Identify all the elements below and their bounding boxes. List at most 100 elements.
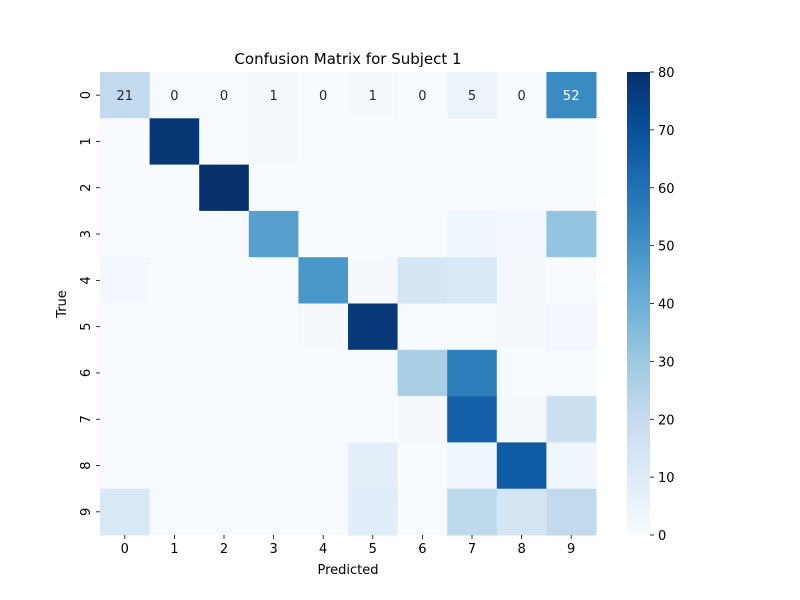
- y-tick-label: 0: [79, 91, 94, 99]
- heatmap-cell-r2-c5: [348, 164, 399, 212]
- heatmap-cell-r8-c0: [100, 442, 151, 490]
- heatmap-cell-r0-c3: [248, 72, 299, 119]
- x-tick-label: 7: [468, 542, 476, 557]
- heatmap-cell-r2-c6: [397, 164, 448, 212]
- heatmap-cell-r0-c5: [348, 72, 399, 119]
- x-tick-label: 6: [418, 542, 426, 557]
- heatmap-cell-r4-c2: [199, 257, 250, 304]
- heatmap-cell-r3-c0: [100, 210, 151, 258]
- heatmap-cell-r4-c3: [248, 257, 299, 304]
- heatmap-cell-r6-c5: [348, 349, 399, 397]
- heatmap-cell-r6-c3: [248, 349, 299, 397]
- heatmap-cell-r9-c1: [149, 488, 200, 536]
- heatmap-cell-r5-c2: [199, 303, 250, 351]
- heatmap-cell-r4-c9: [546, 257, 597, 304]
- cell-annotations: 21 0 0 1 0 1 0 5 0 52: [117, 89, 580, 104]
- heatmap-cell-r0-c9: [546, 72, 597, 119]
- heatmap-cell-r7-c9: [546, 396, 597, 443]
- x-tick-label: 1: [170, 542, 178, 557]
- heatmap-cell-r5-c4: [298, 303, 349, 351]
- cell-annotation-c6: 0: [418, 89, 426, 104]
- heatmap-cell-r5-c6: [397, 303, 448, 351]
- heatmap-cell-r7-c7: [447, 396, 498, 443]
- heatmap-cell-r6-c2: [199, 349, 250, 397]
- heatmap-cell-r9-c7: [447, 488, 498, 536]
- heatmap-cell-r4-c4: [298, 257, 349, 304]
- colorbar-tick-label: 60: [658, 182, 675, 197]
- cell-annotation-c2: 0: [220, 89, 228, 104]
- heatmap-cell-r3-c9: [546, 210, 597, 258]
- heatmap-cell-r3-c8: [496, 210, 547, 258]
- heatmap-cell-r2-c0: [100, 164, 151, 212]
- heatmap-cell-r8-c6: [397, 442, 448, 490]
- heatmap-cell-r2-c7: [447, 164, 498, 212]
- cell-annotation-c7: 5: [468, 89, 476, 104]
- heatmap-cell-r3-c4: [298, 210, 349, 258]
- x-axis-ticks: 0 1 2 3 4 5 6 7 8 9: [121, 535, 575, 557]
- y-tick-label: 3: [79, 230, 94, 238]
- y-axis-label: True: [55, 290, 70, 319]
- y-tick-label: 7: [79, 415, 94, 423]
- heatmap-cell-r8-c4: [298, 442, 349, 490]
- heatmap-cell-r7-c8: [496, 396, 547, 443]
- heatmap-cell-r7-c3: [248, 396, 299, 443]
- heatmap-cell-r5-c8: [496, 303, 547, 351]
- heatmap-cell-r0-c6: [397, 72, 448, 119]
- heatmap-cell-r7-c5: [348, 396, 399, 443]
- y-tick-label: 6: [79, 369, 94, 377]
- y-axis-ticks: 0 1 2 3 4 5 6 7 8 9: [79, 91, 100, 516]
- heatmap-cell-r8-c8: [496, 442, 547, 490]
- x-tick-label: 5: [369, 542, 377, 557]
- heatmap-cell-r5-c7: [447, 303, 498, 351]
- colorbar-tick-label: 30: [658, 355, 675, 370]
- heatmap-cell-r0-c7: [447, 72, 498, 119]
- heatmap-cell-r5-c5: [348, 303, 399, 351]
- cell-annotation-c4: 0: [319, 89, 327, 104]
- heatmap-cell-r4-c8: [496, 257, 547, 304]
- heatmap-cell-r2-c3: [248, 164, 299, 212]
- heatmap-cell-r2-c4: [298, 164, 349, 212]
- heatmap-cell-r1-c2: [199, 118, 250, 166]
- heatmap-cell-r3-c6: [397, 210, 448, 258]
- heatmap-cell-r3-c1: [149, 210, 200, 258]
- y-tick-label: 2: [79, 184, 94, 192]
- heatmap-cell-r4-c7: [447, 257, 498, 304]
- heatmap-cell-r9-c5: [348, 488, 399, 536]
- heatmap-cell-r7-c1: [149, 396, 200, 443]
- heatmap-cell-r2-c1: [149, 164, 200, 212]
- colorbar-tick-label: 50: [658, 240, 675, 255]
- heatmap-cell-r9-c6: [397, 488, 448, 536]
- heatmap-cell-r8-c2: [199, 442, 250, 490]
- heatmap-cell-r6-c9: [546, 349, 597, 397]
- heatmap-cell-r0-c0: [100, 72, 151, 119]
- heatmap-cell-r7-c4: [298, 396, 349, 443]
- heatmap-cell-r6-c6: [397, 349, 448, 397]
- heatmap-cell-r1-c1: [149, 118, 200, 166]
- heatmap-cells: [100, 72, 597, 536]
- heatmap-cell-r1-c3: [248, 118, 299, 166]
- heatmap-cell-r5-c9: [546, 303, 597, 351]
- heatmap-cell-r8-c1: [149, 442, 200, 490]
- heatmap-cell-r3-c7: [447, 210, 498, 258]
- x-tick-label: 2: [220, 542, 228, 557]
- heatmap-cell-r1-c8: [496, 118, 547, 166]
- heatmap-cell-r7-c6: [397, 396, 448, 443]
- heatmap-cell-r2-c2: [199, 164, 250, 212]
- heatmap-cell-r9-c0: [100, 488, 151, 536]
- heatmap-cell-r0-c2: [199, 72, 250, 119]
- heatmap-cell-r7-c0: [100, 396, 151, 443]
- x-tick-label: 9: [567, 542, 575, 557]
- x-tick-label: 3: [269, 542, 277, 557]
- heatmap-cell-r4-c1: [149, 257, 200, 304]
- cell-annotation-c0: 21: [117, 89, 134, 104]
- heatmap-cell-r5-c1: [149, 303, 200, 351]
- heatmap-cell-r0-c1: [149, 72, 200, 119]
- heatmap-cell-r0-c8: [496, 72, 547, 119]
- x-tick-label: 8: [517, 542, 525, 557]
- colorbar-gradient: [627, 72, 650, 535]
- colorbar-tick-label: 20: [658, 413, 675, 428]
- y-tick-label: 5: [79, 323, 94, 331]
- y-tick-label: 1: [79, 137, 94, 145]
- heatmap-cell-r5-c3: [248, 303, 299, 351]
